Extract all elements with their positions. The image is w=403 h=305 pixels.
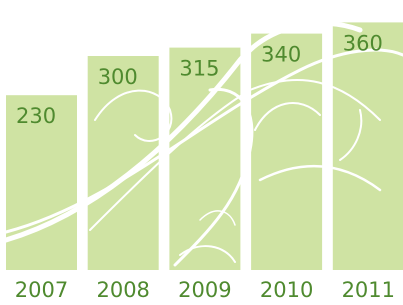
bar [169, 48, 240, 270]
value-label: 315 [179, 57, 219, 81]
value-label: 300 [98, 65, 138, 89]
value-label: 340 [261, 43, 301, 67]
chart: 230 2007 300 2008 315 2009 340 2010 360 2011 [0, 0, 403, 305]
bar [251, 34, 322, 270]
x-tick-label: 2008 [96, 278, 149, 302]
x-tick-label: 2011 [342, 278, 395, 302]
x-tick-label: 2007 [15, 278, 68, 302]
value-label: 360 [343, 31, 383, 55]
page: 23020073002008315200934020103602011 (() … [0, 0, 403, 305]
x-tick-label: 2010 [260, 278, 313, 302]
value-label: 230 [16, 104, 56, 128]
bar [333, 22, 403, 270]
x-tick-label: 2009 [178, 278, 231, 302]
